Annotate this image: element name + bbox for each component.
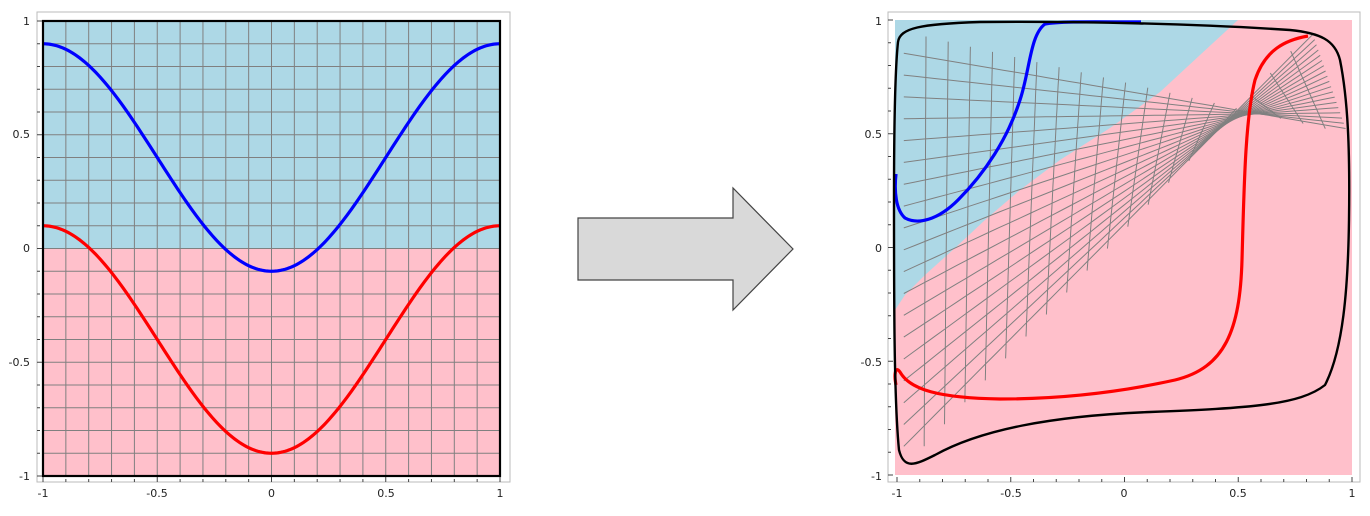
left-tick-marks [37,20,501,482]
left-grid [43,21,500,476]
right-tick-marks [888,19,1353,482]
left-plot: -1 -0.5 0 0.5 1 1 0.5 0 -0.5 -1 [9,11,511,500]
left-x-tick-label: -0.5 [146,487,167,500]
warped-grid-line [903,52,1346,129]
right-x-tick-label: 0.5 [1229,487,1247,500]
right-y-tick-label: 0 [875,242,882,255]
left-y-tick-label: 0 [23,242,30,255]
left-x-tick-label: 0 [268,487,275,500]
left-y-tick-label: 1 [23,15,30,28]
warped-grid-line [903,107,1339,142]
right-upper-region [895,20,1238,310]
right-y-tick-label: -1 [871,470,882,483]
right-plot: -1 -0.5 0 0.5 1 1 0.5 0 -0.5 -1 [861,11,1361,500]
warped-grid-line [903,96,1343,119]
warped-grid-line [1168,97,1193,183]
warped-grid-line [903,80,1330,251]
right-x-tick-label: 0 [1121,487,1128,500]
right-red-curve [893,34,1309,401]
right-y-tick-label: 1 [875,15,882,28]
warped-grid-line [903,112,1341,120]
left-y-tick-label: -1 [19,470,30,483]
left-x-tick-label: 0.5 [377,487,395,500]
right-arrow-icon [577,186,794,312]
left-x-tick-label: 1 [497,487,504,500]
left-boundary [41,19,502,478]
right-y-tick-label: 0.5 [865,128,883,141]
right-y-tick-label: -0.5 [861,356,882,369]
warped-grid-line [903,91,1334,207]
left-y-tick-label: -0.5 [9,356,30,369]
warped-grid-line [1290,50,1326,129]
warped-grid-line [1269,72,1304,124]
warped-grid-line [1127,87,1149,227]
warped-grid-line [903,101,1337,163]
left-y-tick-label: 0.5 [13,128,31,141]
right-boundary [892,20,1351,465]
right-x-tick-label: -0.5 [1000,487,1021,500]
warped-grid-line [1147,92,1171,205]
right-x-tick-label: 1 [1349,487,1356,500]
right-x-tick-label: -1 [892,487,903,500]
left-x-tick-label: -1 [38,487,49,500]
left-blue-curve [42,42,501,273]
left-red-curve [42,224,501,455]
warped-grid-line [903,86,1332,229]
warped-grid-line [903,96,1335,185]
warped-grid-line [1188,102,1215,161]
